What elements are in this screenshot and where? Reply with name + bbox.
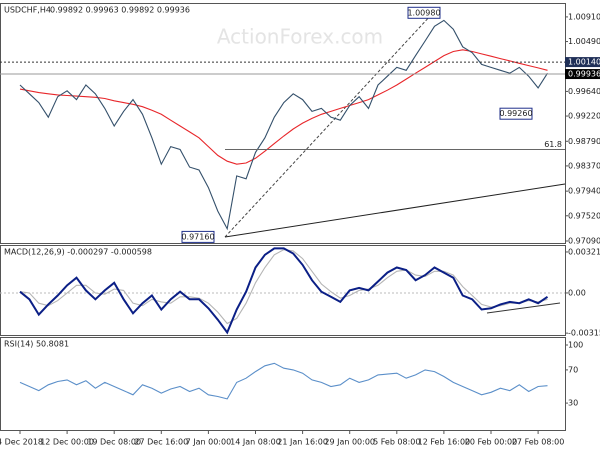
x-tick-label: 4 Dec 2018 <box>0 438 43 447</box>
annotation-label: 0.99260 <box>499 109 532 118</box>
trend-support <box>224 183 566 238</box>
y-tick-label: 0.99220 <box>568 112 600 121</box>
x-tick-label: 14 Jan 08:00 <box>230 438 281 447</box>
y-tick-label: 1.00910 <box>568 12 600 21</box>
y-tick-label: 30 <box>568 399 578 408</box>
price-box <box>565 69 600 80</box>
x-tick-label: 20 Feb 00:00 <box>465 438 517 447</box>
rsi-title: RSI(14) 50.8081 <box>4 340 69 349</box>
annotation-box <box>407 6 441 19</box>
x-tick-label: 5 Feb 08:00 <box>373 438 420 447</box>
macd-panel <box>0 245 566 336</box>
x-tick-label: 27 Dec 16:00 <box>134 438 188 447</box>
y-tick-label: -0.003153 <box>568 329 600 338</box>
series-line <box>19 249 548 325</box>
series-line <box>19 49 548 165</box>
series-line <box>19 19 548 231</box>
annotation-label: 0.97160 <box>181 232 214 241</box>
y-tick-label: 0.99640 <box>568 87 600 96</box>
trend-dashed <box>224 13 433 238</box>
fib-label: 61.8 <box>544 140 562 149</box>
annotation-box <box>181 230 215 243</box>
watermark: ActionForex.com <box>217 25 383 49</box>
x-tick-label: 21 Jan 16:00 <box>277 438 328 447</box>
ohlc: 0.99892 0.99963 0.99892 0.99936 <box>50 6 190 15</box>
y-tick-label: 0.97940 <box>568 187 600 196</box>
y-tick-label: 70 <box>568 365 578 374</box>
x-tick-label: 12 Dec 00:00 <box>40 438 94 447</box>
y-tick-label: 0.003219 <box>568 247 600 256</box>
x-tick-label: 7 Jan 00:00 <box>186 438 232 447</box>
x-tick-label: 12 Feb 16:00 <box>418 438 470 447</box>
x-tick-label: 19 Dec 08:00 <box>87 438 141 447</box>
y-tick-label: 1.00490 <box>568 37 600 46</box>
y-tick-label: 100 <box>568 341 583 350</box>
price-label: 1.00140 <box>568 58 600 67</box>
price-box <box>565 57 600 68</box>
price-label: 0.99936 <box>568 70 600 79</box>
annotation-label: 1.00980 <box>407 8 440 17</box>
macd-title: MACD(12,26,9) -0.000297 -0.000598 <box>4 248 152 257</box>
x-tick-label: 27 Feb 08:00 <box>512 438 564 447</box>
y-tick-label: 0.00 <box>568 288 586 297</box>
rsi-panel <box>0 337 566 431</box>
annotation-box <box>499 107 533 120</box>
y-tick-label: 0.98790 <box>568 137 600 146</box>
symbol: USDCHF,H4 <box>4 6 51 15</box>
x-tick-label: 29 Jan 00:00 <box>324 438 375 447</box>
macd-trend <box>486 302 561 314</box>
series-line <box>19 362 548 400</box>
y-tick-label: 0.98370 <box>568 161 600 170</box>
y-tick-label: 0.97520 <box>568 211 600 220</box>
series-line <box>19 247 549 335</box>
y-tick-label: 0.97090 <box>568 237 600 246</box>
price-panel <box>0 3 566 244</box>
